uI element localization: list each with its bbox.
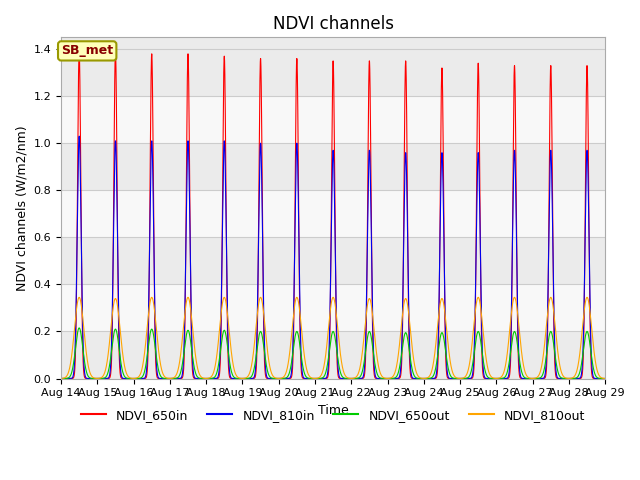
NDVI_650out [80, 352, 88, 358]
Bar [61, 190, 605, 237]
NDVI_650out [57, 376, 65, 382]
NDVI_810out [57, 375, 65, 381]
Title: NDVI channels: NDVI channels [273, 15, 394, 33]
NDVI_810out [323, 340, 331, 346]
NDVI_650in [573, 376, 580, 382]
NDVI_650in [57, 376, 65, 382]
NDVI_810out [80, 323, 88, 329]
Line: NDVI_650out: NDVI_650out [61, 328, 605, 379]
NDVI_810out [184, 294, 192, 300]
NDVI_650in [111, 48, 119, 54]
NDVI_810out [90, 375, 97, 381]
NDVI_650out [60, 376, 67, 382]
Y-axis label: NDVI channels (W/m2/nm): NDVI channels (W/m2/nm) [15, 125, 28, 291]
X-axis label: Time: Time [317, 404, 349, 417]
Line: NDVI_810out: NDVI_810out [61, 297, 605, 378]
NDVI_810in [60, 376, 67, 382]
NDVI_810out [60, 375, 67, 381]
Bar [61, 284, 605, 332]
NDVI_810in [602, 376, 609, 382]
NDVI_810in [80, 355, 88, 361]
NDVI_650in [80, 367, 88, 372]
NDVI_650in [60, 376, 67, 382]
NDVI_810in [573, 376, 580, 382]
Bar [61, 49, 605, 96]
NDVI_650out [602, 376, 609, 382]
Text: SB_met: SB_met [61, 44, 113, 58]
NDVI_810in [76, 133, 83, 139]
NDVI_650in [164, 376, 172, 382]
Bar [61, 143, 605, 190]
NDVI_810in [90, 376, 97, 382]
Line: NDVI_650in: NDVI_650in [61, 51, 605, 379]
NDVI_650in [602, 376, 609, 382]
NDVI_810in [323, 373, 331, 379]
Line: NDVI_810in: NDVI_810in [61, 136, 605, 379]
NDVI_650out [323, 364, 331, 370]
NDVI_810in [164, 376, 172, 382]
NDVI_650in [323, 375, 331, 381]
NDVI_810in [57, 376, 65, 382]
Bar [61, 237, 605, 284]
NDVI_650out [573, 375, 580, 381]
Legend: NDVI_650in, NDVI_810in, NDVI_650out, NDVI_810out: NDVI_650in, NDVI_810in, NDVI_650out, NDV… [76, 404, 590, 427]
NDVI_810out [602, 375, 609, 381]
NDVI_650in [90, 376, 97, 382]
NDVI_810out [164, 375, 172, 381]
Bar [61, 332, 605, 379]
NDVI_650out [90, 376, 97, 382]
Bar [61, 96, 605, 143]
NDVI_810out [573, 369, 580, 375]
NDVI_650out [76, 325, 83, 331]
NDVI_650out [164, 376, 172, 382]
